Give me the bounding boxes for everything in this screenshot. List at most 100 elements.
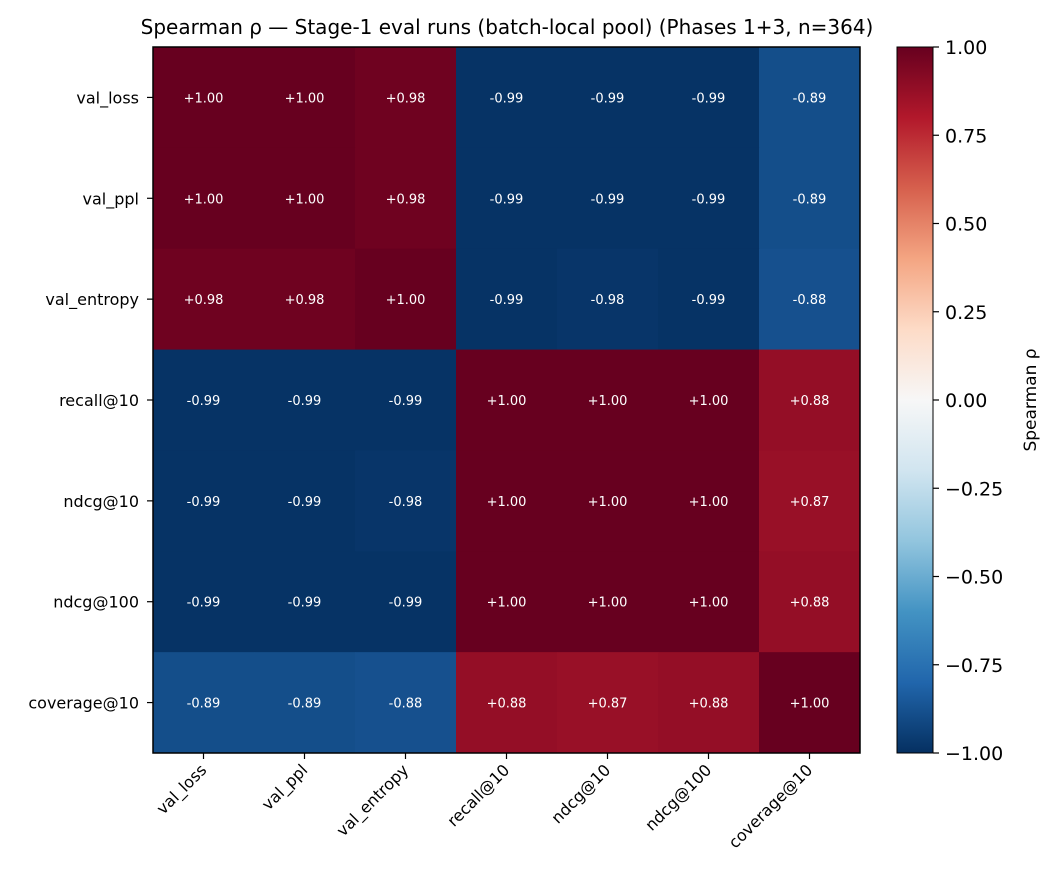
heatmap-cell	[153, 349, 255, 451]
heatmap-cell	[153, 147, 255, 250]
heatmap-cell-label: +0.88	[487, 697, 527, 712]
colorbar-tick-label: −0.75	[945, 655, 1003, 677]
heatmap-cell-label: +1.00	[285, 91, 325, 106]
heatmap-cell-label: +1.00	[588, 596, 628, 611]
colorbar-label: Spearman ρ	[1021, 348, 1041, 451]
heatmap-cells	[153, 47, 861, 754]
heatmap-cell-label: -0.99	[389, 394, 423, 409]
heatmap-cell	[456, 349, 558, 451]
heatmap-cell	[456, 248, 558, 351]
heatmap-cell	[355, 349, 457, 451]
heatmap-cell-label: +1.00	[184, 192, 224, 207]
heatmap-cell	[254, 349, 356, 451]
heatmap-cell	[557, 551, 659, 653]
row-tick-label: ndcg@10	[63, 492, 139, 511]
heatmap-cell-label: +1.00	[487, 495, 527, 510]
heatmap-cell	[153, 450, 255, 552]
heatmap-cell	[355, 248, 457, 351]
heatmap-cell	[557, 652, 659, 754]
heatmap-cell-label: -0.88	[389, 697, 423, 712]
heatmap-cell-label: +0.98	[184, 293, 224, 308]
heatmap-cell	[759, 450, 861, 552]
column-tick-label: val_ppl	[258, 760, 312, 814]
column-tick-labels: val_loss val_ppl val_entropy recall@10 ndcg@…	[153, 753, 817, 852]
chart-title: Spearman ρ — Stage-1 eval runs (batch-lo…	[141, 15, 874, 39]
heatmap-cell	[759, 147, 861, 250]
heatmap-cell-label: +1.00	[487, 596, 527, 611]
heatmap-cell	[355, 450, 457, 552]
column-tick-label: val_loss	[153, 760, 211, 818]
heatmap-cell-label: -0.89	[793, 91, 827, 106]
colorbar-tick-label: 1.00	[945, 37, 987, 59]
heatmap-cell	[557, 450, 659, 552]
heatmap-cell-label: -0.89	[187, 697, 221, 712]
colorbar-tick-labels: 1.00 0.75 0.50 0.25 0.00 −0.25 −0.50 −0.75 −1.00	[933, 37, 1003, 765]
heatmap-cell	[658, 450, 760, 552]
colorbar	[896, 46, 934, 754]
row-tick-label: val_entropy	[45, 290, 139, 310]
heatmap-cell	[254, 147, 356, 250]
heatmap-cell	[658, 147, 760, 250]
heatmap-cell-label: -0.89	[288, 697, 322, 712]
row-tick-label: ndcg@100	[53, 593, 139, 612]
heatmap-cell-label: -0.99	[490, 91, 524, 106]
heatmap-cell	[153, 551, 255, 653]
heatmap-cell	[658, 349, 760, 451]
heatmap-cell	[254, 551, 356, 653]
heatmap-cell	[254, 652, 356, 754]
column-tick-label: val_entropy	[333, 760, 413, 840]
heatmap-cell	[759, 652, 861, 754]
heatmap-cell	[759, 248, 861, 351]
heatmap-cell-label: +1.00	[487, 394, 527, 409]
heatmap-cell-label: -0.99	[187, 495, 221, 510]
heatmap-cell-label: +1.00	[689, 394, 729, 409]
heatmap-cell	[254, 248, 356, 351]
heatmap-cell	[557, 248, 659, 351]
heatmap-cell	[557, 47, 659, 149]
heatmap-cell	[456, 147, 558, 250]
heatmap-cell	[456, 652, 558, 754]
row-tick-label: recall@10	[59, 391, 139, 410]
heatmap-cell-label: +1.00	[386, 293, 426, 308]
heatmap-cell-label: +1.00	[689, 596, 729, 611]
colorbar-tick-label: 0.50	[945, 214, 987, 236]
heatmap-cell-label: +1.00	[184, 91, 224, 106]
heatmap-cell	[355, 652, 457, 754]
heatmap-cell	[355, 47, 457, 149]
column-tick-label: coverage@10	[725, 760, 817, 852]
heatmap-cell-label: +1.00	[588, 394, 628, 409]
column-tick-label: ndcg@10	[547, 760, 614, 827]
heatmap-cell-label: -0.98	[389, 495, 423, 510]
heatmap-cell-label: -0.99	[288, 394, 322, 409]
heatmap-cell-label: -0.99	[187, 596, 221, 611]
row-tick-label: coverage@10	[28, 694, 139, 713]
heatmap-cell-label: -0.99	[490, 293, 524, 308]
heatmap-cell-label: -0.99	[288, 596, 322, 611]
heatmap-cell	[557, 349, 659, 451]
heatmap-cell	[456, 47, 558, 149]
heatmap-cell-label: +0.88	[790, 394, 830, 409]
heatmap-cell-label: +0.98	[386, 192, 426, 207]
heatmap-cell-label: +1.00	[790, 697, 830, 712]
colorbar-tick-label: 0.25	[945, 302, 987, 324]
heatmap-cell-label: +0.87	[588, 697, 628, 712]
heatmap-cell-label: -0.99	[288, 495, 322, 510]
heatmap-cell	[153, 47, 255, 149]
heatmap-cell	[658, 551, 760, 653]
heatmap-cell	[355, 551, 457, 653]
heatmap-cell	[153, 248, 255, 351]
colorbar-tick-label: 0.00	[945, 390, 987, 412]
colorbar-tick-label: −0.25	[945, 478, 1003, 500]
heatmap-cell-label: -0.98	[591, 293, 625, 308]
heatmap-cell-label: -0.99	[591, 192, 625, 207]
heatmap-cell-label: +0.88	[689, 697, 729, 712]
heatmap-cell-label: -0.88	[793, 293, 827, 308]
heatmap-cell-label: -0.99	[187, 394, 221, 409]
heatmap-cell-label: +0.98	[285, 293, 325, 308]
heatmap-cell-label: -0.99	[389, 596, 423, 611]
heatmap-cell	[658, 248, 760, 351]
heatmap-cell-label: -0.99	[591, 91, 625, 106]
row-tick-label: val_loss	[76, 88, 139, 108]
colorbar-tick-label: −1.00	[945, 743, 1003, 765]
